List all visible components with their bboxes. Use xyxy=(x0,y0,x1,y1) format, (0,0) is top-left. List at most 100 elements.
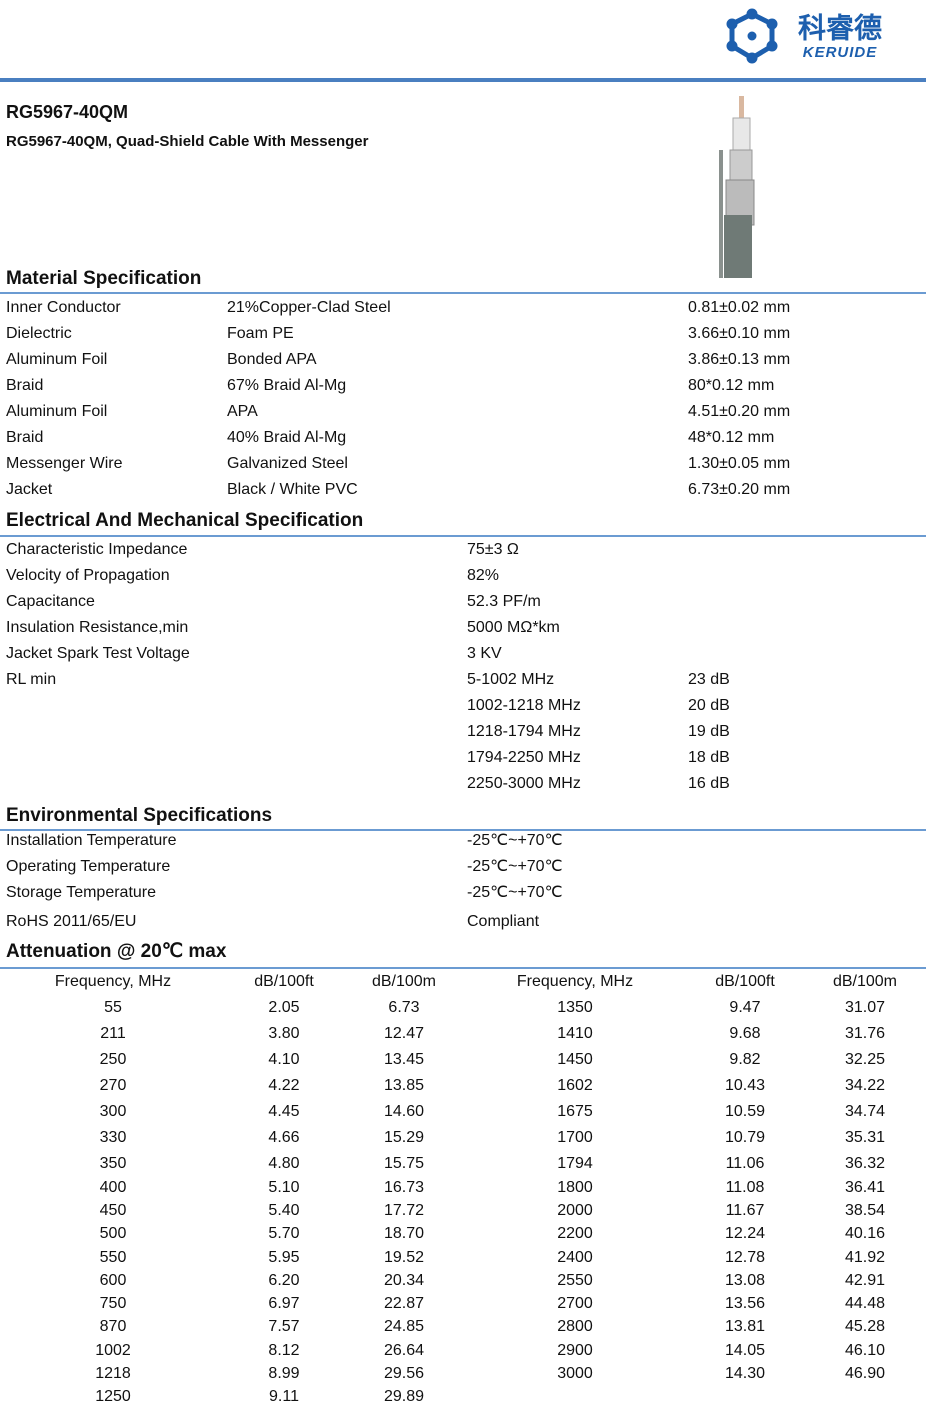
cell: 2400 xyxy=(557,1249,593,1266)
cell: 4.45 xyxy=(268,1103,299,1120)
section-title: Environmental Specifications xyxy=(6,805,272,826)
col-header: dB/100ft xyxy=(254,973,314,990)
cell: 12.24 xyxy=(725,1225,765,1242)
cell: 32.25 xyxy=(845,1051,885,1068)
cell: 19.52 xyxy=(384,1249,424,1266)
cell: APA xyxy=(227,403,258,420)
cell: 18.70 xyxy=(384,1225,424,1242)
cell: 24.85 xyxy=(384,1318,424,1335)
cell: 52.3 PF/m xyxy=(467,593,541,610)
cell: 6.20 xyxy=(268,1272,299,1289)
cell: 2700 xyxy=(557,1295,593,1312)
cell: 46.90 xyxy=(845,1365,885,1382)
cell: Jacket Spark Test Voltage xyxy=(6,645,190,662)
cell: Braid xyxy=(6,377,43,394)
cell: 1410 xyxy=(557,1025,593,1042)
cell: 6.73±0.20 mm xyxy=(688,481,790,498)
cell: 400 xyxy=(100,1179,127,1196)
cell: 870 xyxy=(100,1318,127,1335)
cell: 300 xyxy=(100,1103,127,1120)
cell: 6.97 xyxy=(268,1295,299,1312)
cell: 4.80 xyxy=(268,1155,299,1172)
cell: 211 xyxy=(100,1025,126,1042)
cell: 1794 xyxy=(557,1155,593,1172)
col-header: Frequency, MHz xyxy=(55,973,171,990)
cell: 8.12 xyxy=(268,1342,299,1359)
cell: 1800 xyxy=(557,1179,593,1196)
cell: 80*0.12 mm xyxy=(688,377,774,394)
cell: 330 xyxy=(100,1129,127,1146)
cell: 13.08 xyxy=(725,1272,765,1289)
cell: 34.22 xyxy=(845,1077,885,1094)
cell: 20.34 xyxy=(384,1272,424,1289)
cell: 46.10 xyxy=(845,1342,885,1359)
cell: 5.40 xyxy=(268,1202,299,1219)
cell: Braid xyxy=(6,429,43,446)
cell: 1794-2250 MHz xyxy=(467,749,581,766)
cell: 15.29 xyxy=(384,1129,424,1146)
cell: 750 xyxy=(100,1295,127,1312)
cell: 500 xyxy=(100,1225,127,1242)
cell: Installation Temperature xyxy=(6,832,177,849)
cell: 6.73 xyxy=(388,999,419,1016)
cell: 9.82 xyxy=(729,1051,760,1068)
cell: 270 xyxy=(100,1077,127,1094)
cell: 14.30 xyxy=(725,1365,765,1382)
logo-cn: 科睿德 xyxy=(798,12,882,43)
cell: 16.73 xyxy=(384,1179,424,1196)
cell: Compliant xyxy=(467,913,540,930)
cell: 7.57 xyxy=(268,1318,299,1335)
cell: 2800 xyxy=(557,1318,593,1335)
section-rule xyxy=(0,829,926,831)
cell: Messenger Wire xyxy=(6,455,123,472)
subtitle: RG5967-40QM, Quad-Shield Cable With Mess… xyxy=(6,133,369,150)
cell: Velocity of Propagation xyxy=(6,567,170,584)
cell: 21%Copper-Clad Steel xyxy=(227,299,391,316)
cell: Foam PE xyxy=(227,325,294,342)
cell: 44.48 xyxy=(845,1295,885,1312)
cell: 3 KV xyxy=(467,645,502,662)
cell: 1.30±0.05 mm xyxy=(688,455,790,472)
cell: 3.80 xyxy=(268,1025,299,1042)
cell: 12.47 xyxy=(384,1025,424,1042)
section-rule xyxy=(0,292,926,294)
cell: 600 xyxy=(100,1272,127,1289)
logo-en: KERUIDE xyxy=(803,44,878,61)
cell: 10.79 xyxy=(725,1129,765,1146)
cell: 14.05 xyxy=(725,1342,765,1359)
cell: 11.67 xyxy=(726,1202,765,1219)
cell: 5.70 xyxy=(268,1225,299,1242)
cell: 2.05 xyxy=(268,999,299,1016)
cell: 13.56 xyxy=(725,1295,765,1312)
cell: -25℃~+70℃ xyxy=(467,884,563,901)
cell: Aluminum Foil xyxy=(6,351,107,368)
cell: 1002-1218 MHz xyxy=(467,697,581,714)
cell: 4.51±0.20 mm xyxy=(688,403,790,420)
cell: 35.31 xyxy=(845,1129,885,1146)
cell: 1218 xyxy=(95,1365,131,1382)
cell: 11.06 xyxy=(726,1155,765,1172)
cell: 9.68 xyxy=(729,1025,760,1042)
cell: 40.16 xyxy=(845,1225,885,1242)
cell: 1675 xyxy=(557,1103,593,1120)
cell: 11.08 xyxy=(726,1179,765,1196)
cell: 31.07 xyxy=(845,999,885,1016)
cell: RoHS 2011/65/EU xyxy=(6,913,136,930)
cell: 4.66 xyxy=(268,1129,299,1146)
cell: 36.41 xyxy=(845,1179,885,1196)
cell: 31.76 xyxy=(845,1025,885,1042)
section-title: Material Specification xyxy=(6,268,201,289)
cell: Aluminum Foil xyxy=(6,403,107,420)
cell: 20 dB xyxy=(688,697,730,714)
cell: 45.28 xyxy=(845,1318,885,1335)
cell: Inner Conductor xyxy=(6,299,121,316)
cell: -25℃~+70℃ xyxy=(467,832,563,849)
cell: 0.81±0.02 mm xyxy=(688,299,790,316)
cell: 5.10 xyxy=(268,1179,299,1196)
cell: 16 dB xyxy=(688,775,730,792)
cell: 12.78 xyxy=(725,1249,765,1266)
cell: -25℃~+70℃ xyxy=(467,858,563,875)
cell: RL min xyxy=(6,671,56,688)
cell: 1218-1794 MHz xyxy=(467,723,581,740)
